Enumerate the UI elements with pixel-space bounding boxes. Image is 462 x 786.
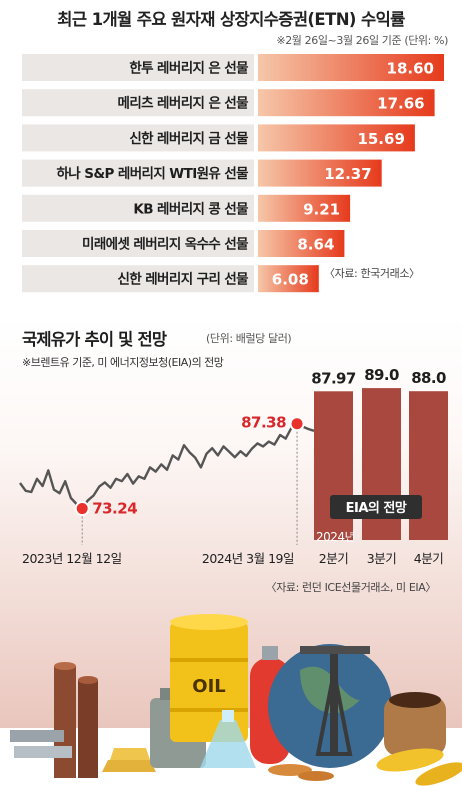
copper-coins-icon: [268, 764, 334, 781]
oil-price-chart: 87.97 2분기 89.0 3분기 88.0 4분기 2024년 EIA의 전망 2023년…: [19, 366, 448, 566]
etn-label-bg: [22, 124, 254, 152]
etn-label-bg: [22, 194, 254, 222]
forecast-category-label: 2분기: [319, 551, 348, 566]
etn-bar: [258, 124, 415, 152]
etn-label-bg: [22, 230, 254, 257]
forecast-category-label: 3분기: [367, 551, 396, 566]
commodities-illustration: OIL: [10, 614, 462, 786]
oil-pumpjack-icon: [300, 646, 370, 756]
etn-label-bg: [22, 89, 254, 117]
etn-category-label: 한투 레버리지 은 선물: [129, 60, 248, 77]
etn-bar: [258, 159, 382, 187]
etn-label-bg: [22, 159, 254, 187]
etn-label-bg: [22, 54, 254, 81]
etn-bar: [258, 230, 345, 257]
etn-label-bg: [22, 265, 254, 293]
oil-chart-unit: (단위: 배럴당 달러): [206, 332, 292, 345]
chart-subtitle: ※2월 26일~3월 26일 기준 (단위: %): [276, 34, 448, 47]
etn-value-label: 9.21: [303, 200, 340, 218]
oil-chart-note: ※브렌트유 기준, 미 에너지정보청(EIA)의 전망: [22, 356, 224, 369]
etn-bar: [258, 89, 435, 117]
min-price-label: 73.24: [92, 500, 137, 518]
forecast-value-label: 87.97: [311, 369, 356, 387]
coffee-beans-icon: [384, 692, 446, 756]
etn-value-label: 17.66: [377, 95, 424, 113]
forecast-value-label: 89.0: [364, 366, 399, 384]
etn-bar: [258, 265, 319, 293]
forecast-year-label: 2024년: [316, 530, 355, 544]
etn-category-label: KB 레버리지 콩 선물: [133, 200, 248, 217]
corn-icon: [376, 748, 462, 786]
etn-category-label: 신한 레버리지 금 선물: [129, 130, 248, 147]
oil-chart-title: 국제유가 추이 및 전망: [22, 330, 167, 349]
x-axis-tick-label: 2023년 12월 12일: [22, 551, 122, 566]
flask-icon: [200, 710, 256, 768]
chart-title: 최근 1개월 주요 원자재 상장지수증권(ETN) 수익률: [57, 10, 405, 29]
etn-return-chart: 한투 레버리지 은 선물 18.60 메리츠 레버리지 은 선물 17.66 신한 레버…: [22, 54, 444, 293]
etn-value-label: 15.69: [357, 130, 404, 148]
etn-value-label: 18.60: [387, 60, 434, 78]
etn-category-label: 메리츠 레버리지 은 선물: [118, 95, 249, 112]
forecast-value-label: 88.0: [411, 369, 446, 387]
oil-source: 〈자료: 런던 ICE선물거래소, 미 EIA〉: [265, 581, 437, 594]
brent-price-line: [19, 422, 315, 510]
gold-bars-icon: [102, 748, 156, 772]
etn-category-label: 하나 S&P 레버리지 WTI원유 선물: [56, 165, 248, 182]
etn-value-label: 6.08: [272, 271, 309, 289]
etn-category-label: 신한 레버리지 구리 선물: [118, 271, 249, 288]
min-price-marker: [74, 501, 90, 517]
etn-value-label: 8.64: [297, 236, 334, 254]
max-price-marker: [289, 416, 305, 432]
forecast-category-label: 4분기: [414, 551, 443, 566]
oil-label: OIL: [192, 676, 225, 697]
etn-bar: [258, 194, 351, 222]
forecast-title: EIA의 전망: [346, 500, 407, 516]
max-price-label: 87.38: [241, 414, 286, 432]
pipe-stack-icon: [10, 662, 98, 778]
etn-category-label: 미래에셋 레버리지 옥수수 선물: [82, 236, 248, 253]
x-axis-tick-label: 2024년 3월 19일: [202, 551, 294, 566]
forecast-title-box: [330, 495, 422, 519]
etn-source: 〈자료: 한국거래소〉: [324, 267, 420, 280]
etn-bar: [258, 54, 444, 81]
etn-value-label: 12.37: [324, 165, 371, 183]
